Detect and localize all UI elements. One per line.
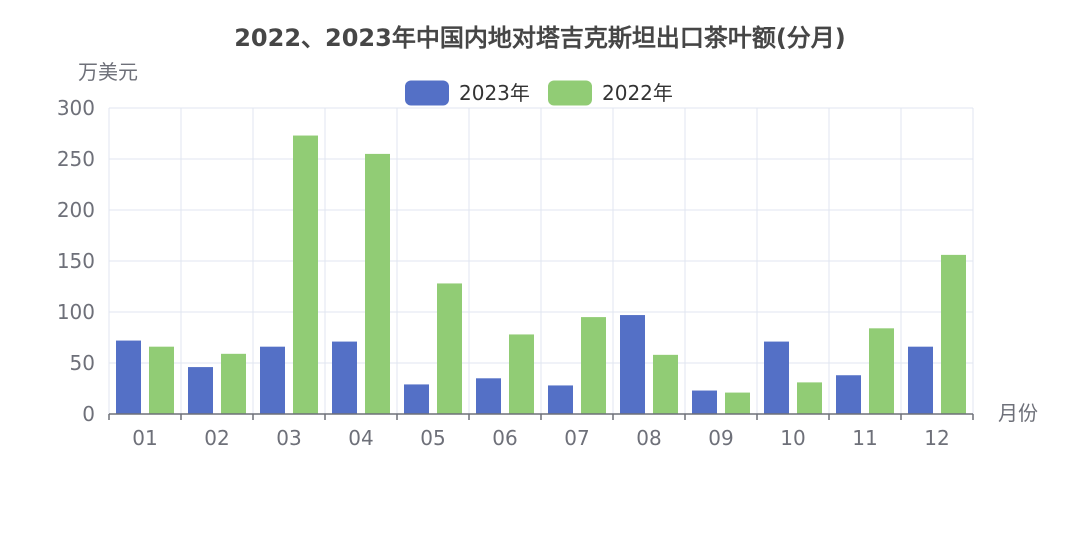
chart-title: 2022、2023年中国内地对塔吉克斯坦出口茶叶额(分月) xyxy=(234,24,846,52)
y-tick-label: 150 xyxy=(57,249,95,273)
bar xyxy=(404,384,429,414)
bar xyxy=(509,334,534,414)
bar xyxy=(149,346,174,414)
bar xyxy=(221,353,246,414)
x-tick-label: 01 xyxy=(132,426,157,450)
y-tick-label: 300 xyxy=(57,96,95,120)
legend-swatch xyxy=(405,80,449,106)
grid xyxy=(108,107,974,414)
x-tick-label: 10 xyxy=(780,426,805,450)
y-tick-label: 100 xyxy=(57,300,95,324)
bar xyxy=(836,375,861,414)
x-tick-label: 08 xyxy=(636,426,661,450)
bar xyxy=(764,341,789,414)
legend-swatch xyxy=(548,80,592,106)
bar xyxy=(332,341,357,414)
bar xyxy=(725,392,750,414)
legend-label: 2022年 xyxy=(602,81,673,105)
bar xyxy=(581,317,606,414)
y-tick-label: 200 xyxy=(57,198,95,222)
x-tick-label: 05 xyxy=(420,426,445,450)
y-tick-label: 50 xyxy=(70,351,95,375)
bar xyxy=(116,340,141,414)
y-tick-label: 250 xyxy=(57,147,95,171)
bar xyxy=(653,354,678,414)
x-tick-label: 11 xyxy=(852,426,877,450)
bar xyxy=(476,378,501,414)
bar xyxy=(365,153,390,414)
x-tick-label: 02 xyxy=(204,426,229,450)
bars xyxy=(116,135,966,415)
bar xyxy=(620,315,645,414)
x-axis-label: 月份 xyxy=(998,401,1038,425)
legend: 2023年 2022年 xyxy=(405,80,673,106)
axes: 0 50 100 150 200 250 300 01 02 03 04 05 06 07 08 09 10 11… xyxy=(57,96,974,450)
bar xyxy=(692,390,717,414)
y-tick-label: 0 xyxy=(82,402,95,426)
bar xyxy=(437,283,462,414)
x-tick-label: 12 xyxy=(924,426,949,450)
x-tick-label: 09 xyxy=(708,426,733,450)
legend-label: 2023年 xyxy=(459,81,530,105)
bar xyxy=(941,254,966,414)
bar xyxy=(797,382,822,414)
y-axis-label: 万美元 xyxy=(78,60,138,84)
x-tick-label: 07 xyxy=(564,426,589,450)
x-tick-label: 03 xyxy=(276,426,301,450)
bar xyxy=(869,328,894,414)
x-tick-label: 04 xyxy=(348,426,373,450)
bar xyxy=(293,135,318,415)
bar xyxy=(908,346,933,414)
bar xyxy=(548,385,573,414)
bar xyxy=(188,367,213,414)
bar xyxy=(260,346,285,414)
x-tick-label: 06 xyxy=(492,426,517,450)
